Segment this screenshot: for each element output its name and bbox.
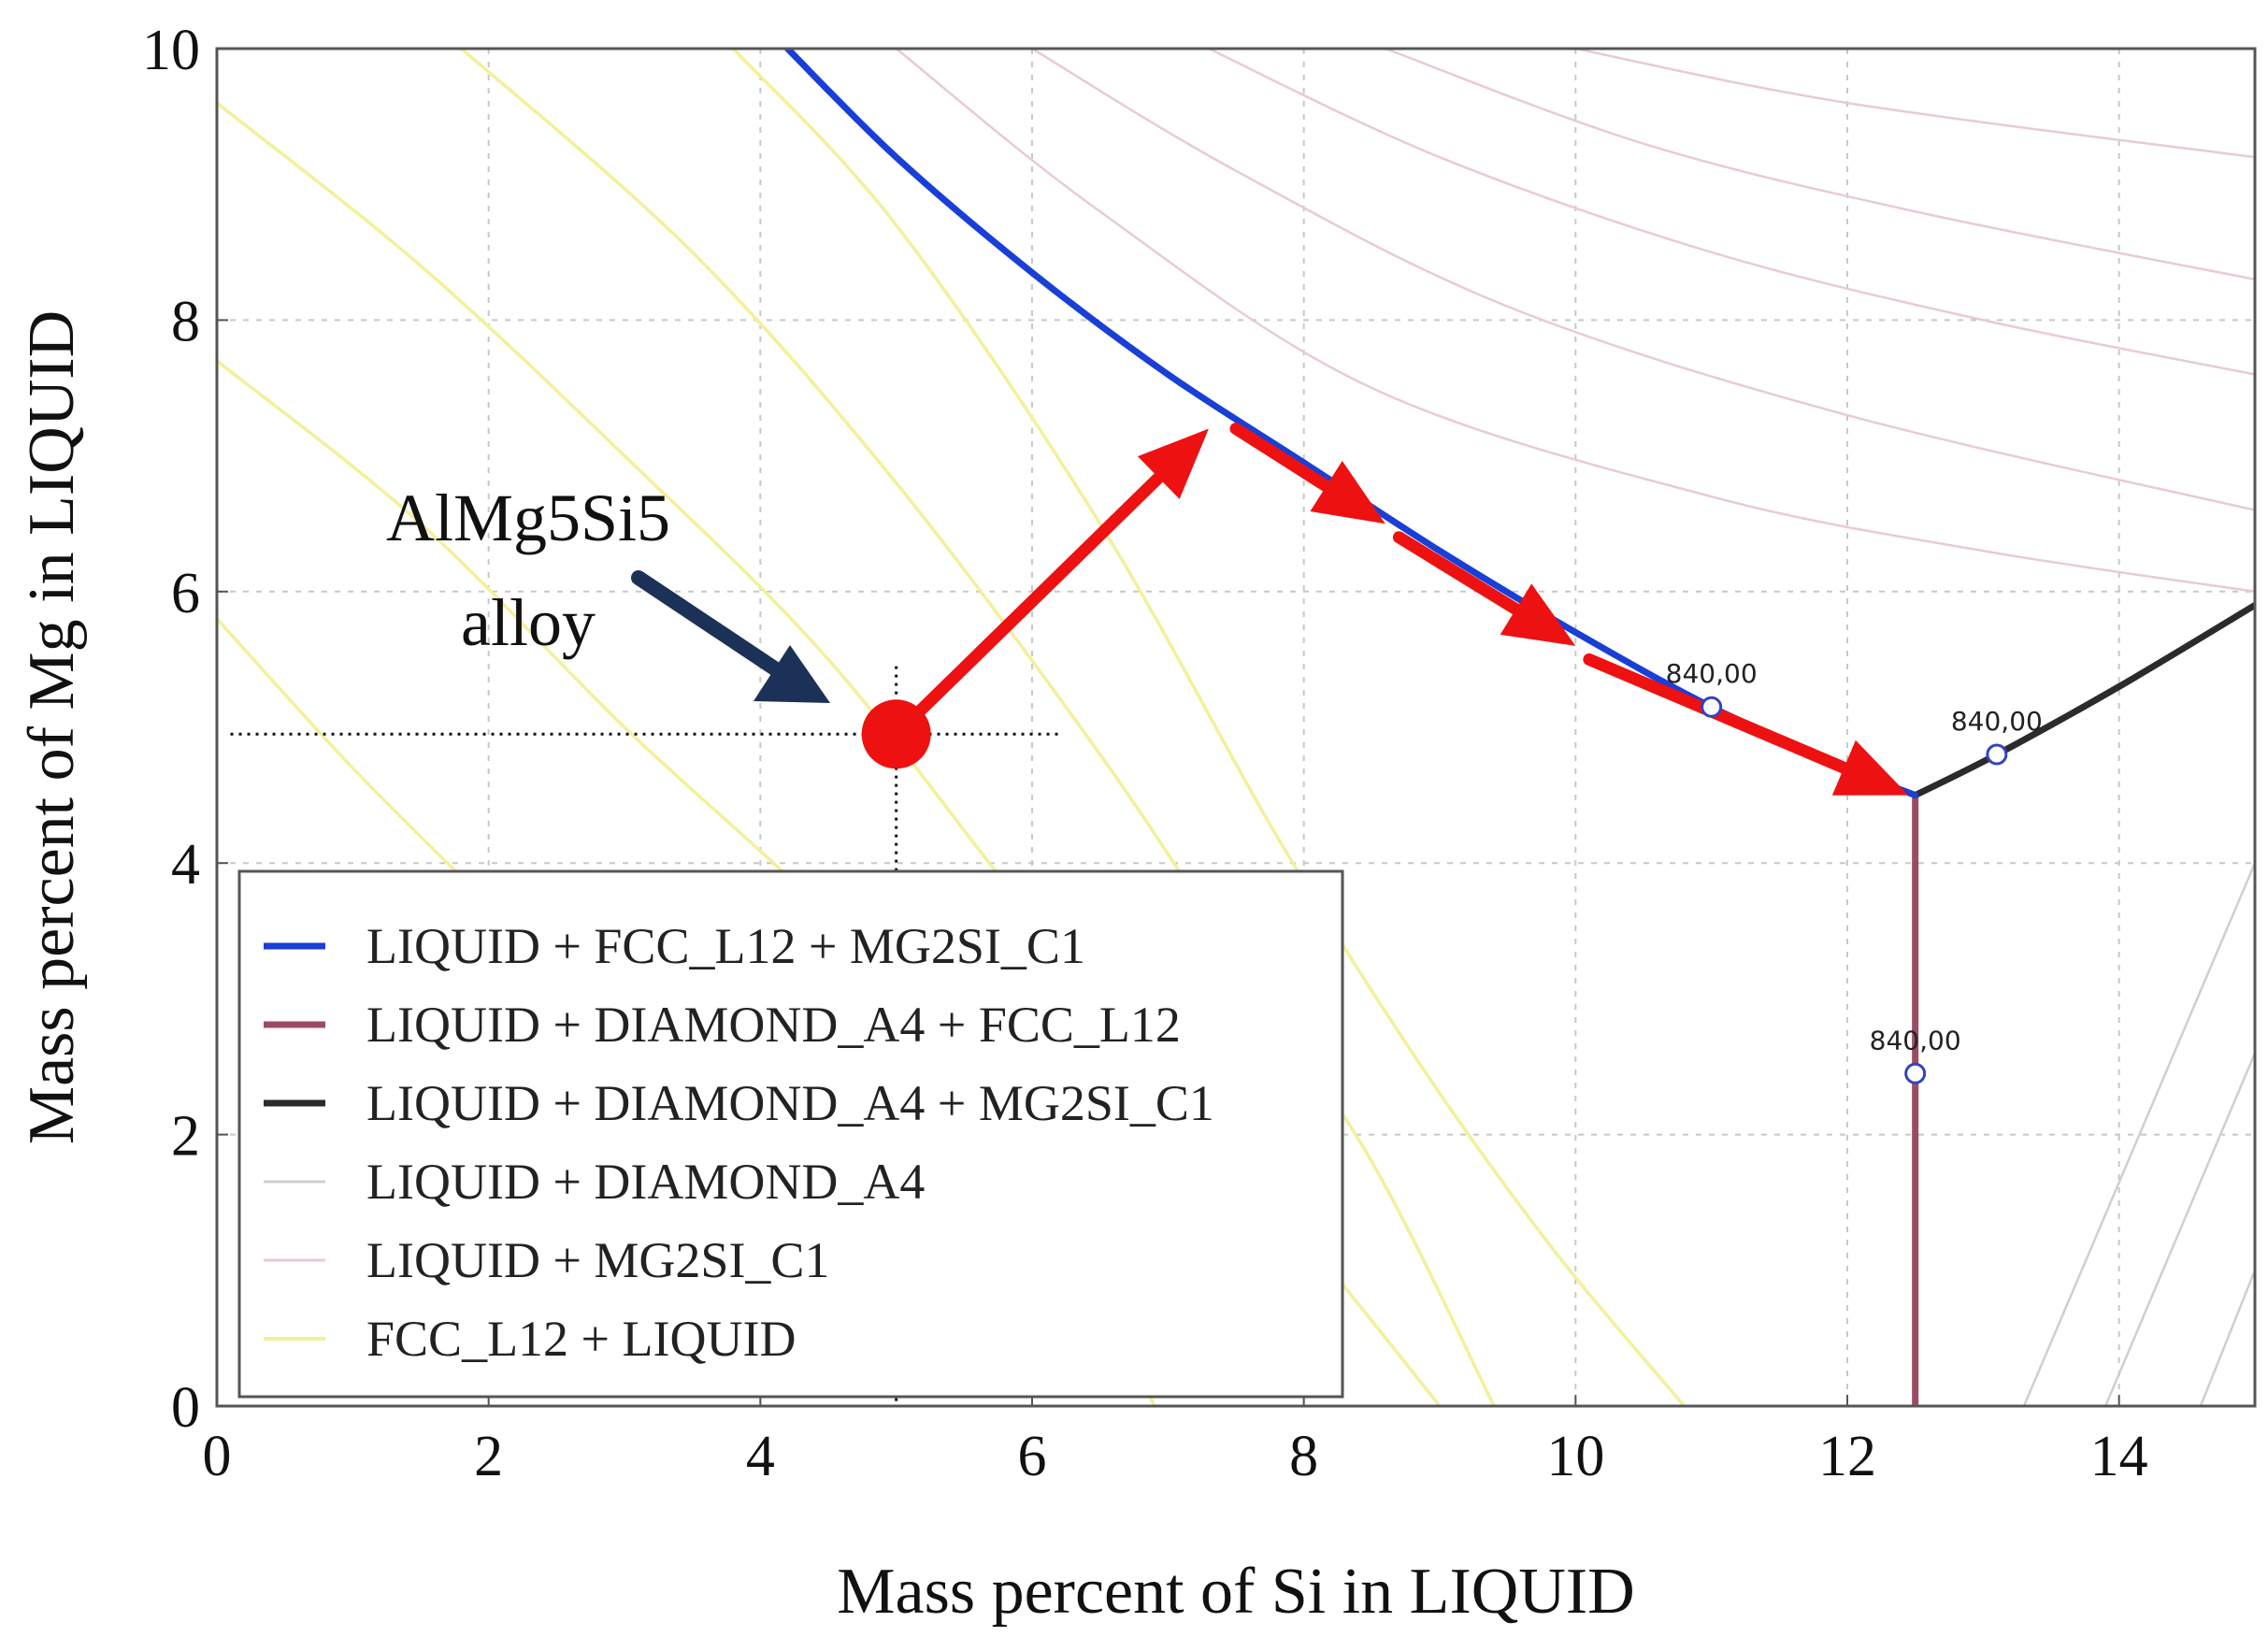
point-marker-2 [1904, 1062, 1927, 1084]
path-arrow-head-2 [1500, 583, 1576, 646]
point-label-1: 840,00 [1951, 706, 2043, 737]
legend-label-4: LIQUID + MG2SI_C1 [366, 1232, 829, 1288]
path-arrow-head-1 [1310, 460, 1385, 524]
y-tick-label: 2 [171, 1105, 200, 1169]
alloy-pointer-arrow-shaft [631, 570, 783, 677]
x-tick-label: 8 [1289, 1425, 1318, 1488]
curve-liquid-diamond-a4-mg2si-c1-0 [1912, 601, 2255, 799]
path-arrow-head-3 [1831, 739, 1909, 796]
x-tick-label: 4 [746, 1425, 775, 1488]
x-tick-label: 10 [1546, 1425, 1604, 1488]
path-arrow-head-0 [1137, 428, 1209, 499]
path-arrow-shaft-0 [890, 471, 1165, 740]
point-label-0: 840,00 [1666, 658, 1758, 689]
curve-liquid-diamond-a4-2 [2199, 1269, 2255, 1406]
legend-label-2: LIQUID + DIAMOND_A4 + MG2SI_C1 [366, 1075, 1214, 1131]
curve-liquid-mg2si-c1-4 [1574, 49, 2255, 159]
y-axis-title: Mass percent of Mg in LIQUID [16, 310, 88, 1144]
x-tick-label: 6 [1018, 1425, 1047, 1488]
point-label-2: 840,00 [1870, 1025, 1961, 1055]
curve-fcc-l12-liquid-3 [459, 49, 1496, 1406]
alloy-annotation: AlMg5Si5 alloy [386, 481, 830, 703]
y-tick-label: 0 [171, 1376, 200, 1440]
point-marker-0 [1701, 696, 1723, 718]
legend: LIQUID + FCC_L12 + MG2SI_C1 LIQUID + DIAM… [237, 869, 1344, 1399]
alloy-label-line1: AlMg5Si5 [386, 481, 670, 555]
legend-box [237, 869, 1344, 1399]
curve-liquid-diamond-a4-0 [2022, 861, 2255, 1406]
alloy-composition-point [861, 699, 931, 769]
curve-fcc-l12-liquid-4 [731, 49, 1687, 1406]
x-tick-label: 14 [2090, 1425, 2148, 1488]
y-tick-label: 4 [171, 833, 200, 897]
curve-liquid-mg2si-c1-1 [1030, 49, 2255, 511]
x-axis-title: Mass percent of Si in LIQUID [837, 1556, 1634, 1628]
axis-ticks: 0 2 4 6 8 10 12 14 0 2 4 6 8 10 [142, 19, 2148, 1488]
y-tick-label: 6 [171, 562, 200, 625]
x-tick-label: 0 [203, 1425, 232, 1488]
curve-liquid-diamond-a4-1 [2103, 1052, 2255, 1406]
x-tick-label: 2 [474, 1425, 503, 1488]
point-marker-1 [1986, 743, 2008, 766]
curve-liquid-mg2si-c1-2 [1207, 49, 2255, 376]
plot-frame [215, 47, 2257, 1408]
x-tick-label: 12 [1818, 1425, 1876, 1488]
path-arrow-shaft-1 [1229, 423, 1333, 493]
path-arrow-shaft-2 [1392, 531, 1522, 616]
legend-label-1: LIQUID + DIAMOND_A4 + FCC_L12 [366, 997, 1181, 1053]
legend-label-0: LIQUID + FCC_L12 + MG2SI_C1 [366, 918, 1085, 974]
y-tick-label: 10 [142, 19, 200, 82]
point-markers: 840,00 840,00 840,00 [861, 658, 2043, 1084]
legend-label-5: FCC_L12 + LIQUID [366, 1311, 796, 1367]
legend-label-3: LIQUID + DIAMOND_A4 [366, 1154, 925, 1210]
curve-liquid-mg2si-c1-3 [1384, 49, 2255, 281]
alloy-label-line2: alloy [461, 585, 596, 660]
curve-liquid-mg2si-c1-0 [895, 49, 2255, 594]
y-tick-label: 8 [171, 290, 200, 353]
alloy-pointer-arrow-head [754, 645, 830, 703]
solidification-path [890, 423, 1909, 796]
